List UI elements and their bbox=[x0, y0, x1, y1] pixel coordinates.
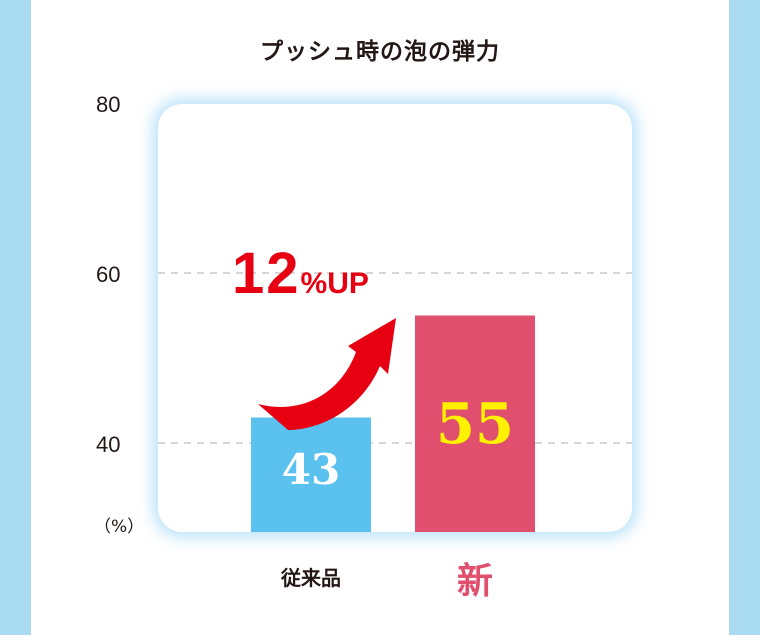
chart-title: プッシュ時の泡の弾力 bbox=[260, 39, 500, 65]
bar-old bbox=[251, 417, 371, 532]
increase-number: 12 bbox=[232, 241, 301, 306]
data-label-old: 43 bbox=[282, 445, 340, 494]
data-label-new: 55 bbox=[436, 391, 514, 457]
y-tick-label-40: 40 bbox=[96, 432, 121, 457]
y-unit-label: （%） bbox=[94, 517, 145, 537]
up-right-curved-arrow-icon bbox=[258, 318, 396, 430]
plot-area bbox=[158, 104, 632, 532]
increase-suffix: %UP bbox=[300, 267, 369, 300]
y-tick-label-60: 60 bbox=[96, 262, 121, 287]
bar-new bbox=[415, 315, 535, 532]
category-label-old: 従来品 bbox=[281, 566, 341, 590]
y-tick-label-80: 80 bbox=[96, 92, 121, 117]
category-label-new: 新 bbox=[456, 561, 493, 602]
increase-annotation: 12%UP bbox=[232, 240, 369, 307]
